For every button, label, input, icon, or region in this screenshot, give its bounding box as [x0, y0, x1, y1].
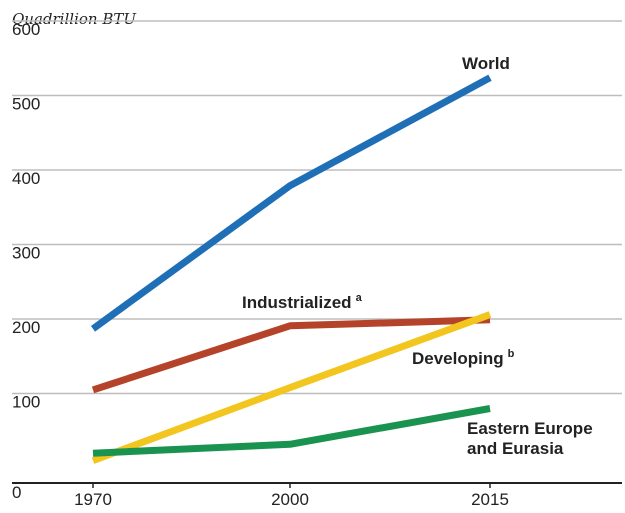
y-tick-label: 0: [12, 483, 21, 502]
gridlines: [12, 20, 622, 395]
series-label-eastern-europe: Eastern Europe and Eurasia: [467, 419, 593, 458]
y-axis-title: Quadrillion BTU: [12, 10, 137, 28]
y-tick-label: 300: [12, 244, 40, 263]
x-tick-labels: 1970 2000 2015: [74, 483, 509, 509]
y-tick-label: 400: [12, 169, 40, 188]
x-tick-label: 1970: [74, 490, 112, 509]
series-label-industrialized: Industrialized a: [242, 292, 363, 312]
series-line-industrialized: [91, 316, 491, 394]
series-label-world: World: [462, 54, 510, 73]
y-tick-label: 100: [12, 393, 40, 412]
series-line-developing: [91, 311, 492, 464]
y-tick-label: 600: [12, 20, 40, 39]
series-line-world: [90, 74, 492, 332]
y-tick-label: 200: [12, 318, 40, 337]
y-tick-labels: 0 100 200 300 400 500 600: [12, 20, 40, 502]
series-label-developing: Developing b: [412, 348, 515, 368]
series-line-eastern-europe: [92, 405, 491, 457]
x-tick-label: 2000: [271, 490, 309, 509]
y-tick-label: 500: [12, 95, 40, 114]
series-lines: [90, 74, 492, 464]
x-tick-label: 2015: [471, 490, 509, 509]
